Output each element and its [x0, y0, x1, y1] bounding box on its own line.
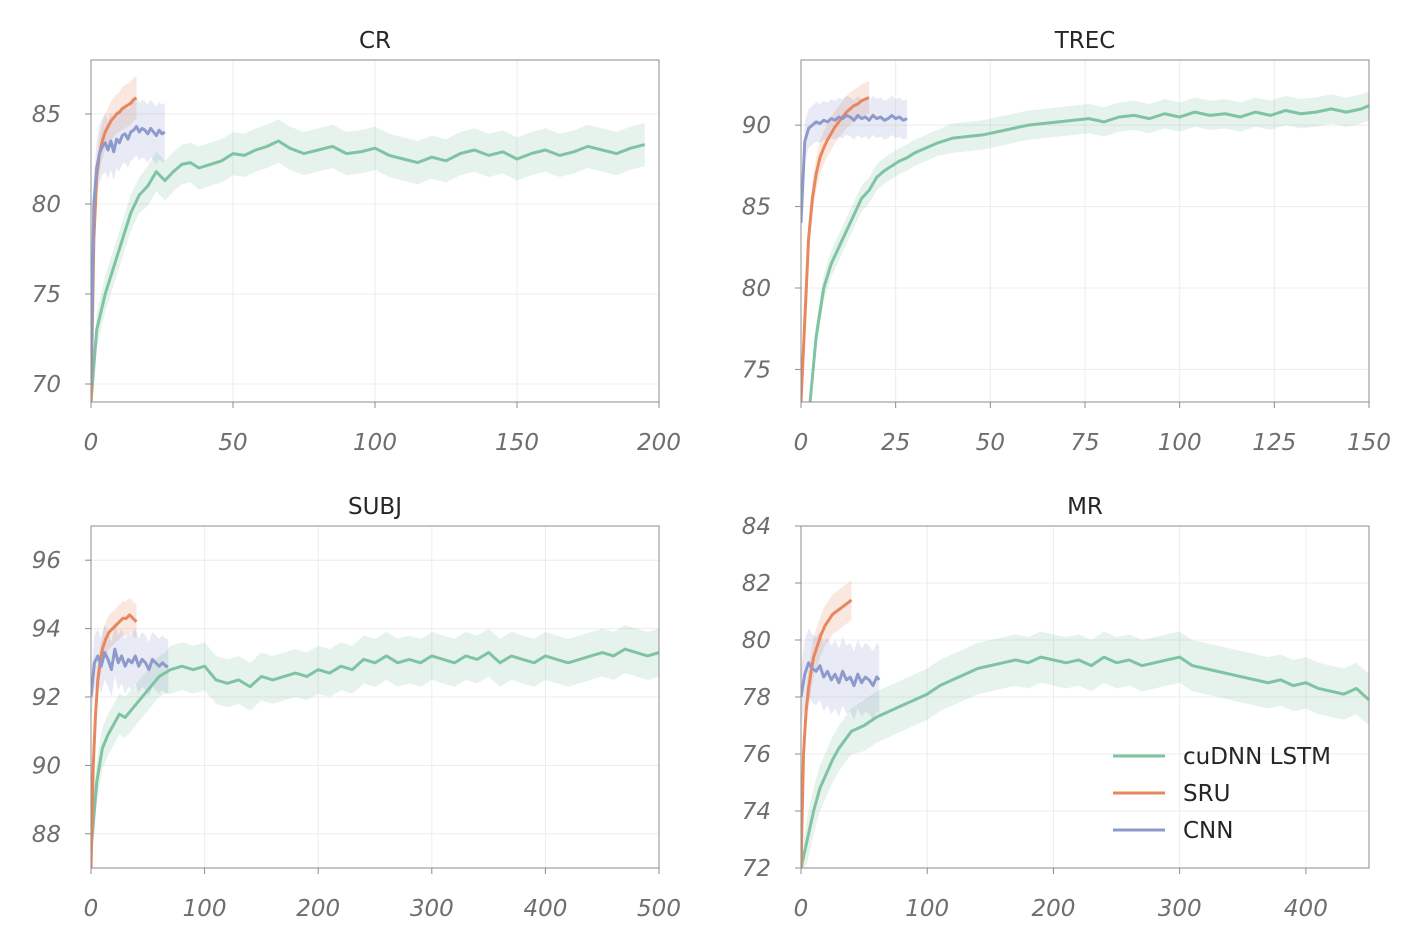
panel-title-cr: CR [359, 28, 391, 54]
x-tick-label: 300 [410, 896, 454, 922]
x-tick-label: 150 [1347, 430, 1391, 456]
series-line-cudnn-lstm [801, 655, 1369, 868]
band-cudnn-lstm [801, 631, 1369, 868]
panel-subj: SUBJ 0 100 200 300 400 500 88 90 92 94 96 [32, 494, 681, 922]
x-tick-label: 100 [1158, 430, 1202, 456]
x-tick-label: 100 [353, 430, 397, 456]
series-layer [91, 597, 659, 868]
series-layer [801, 580, 1369, 868]
x-tick-label: 200 [296, 896, 340, 922]
x-tick-label: 25 [881, 430, 910, 456]
band-cnn [801, 95, 908, 240]
series-layer [801, 81, 1369, 402]
y-tick-label: 74 [742, 799, 771, 825]
y-tick-label: 96 [32, 548, 61, 574]
x-tick-label: 400 [523, 896, 567, 922]
y-tick-label: 85 [32, 102, 61, 128]
x-tick-label: 400 [1284, 896, 1328, 922]
y-tick-label: 80 [742, 628, 771, 654]
y-tick-label: 88 [32, 822, 61, 848]
y-tick-label: 94 [32, 617, 61, 643]
series-line-cnn [91, 125, 166, 385]
x-tick-label: 50 [976, 430, 1005, 456]
y-tick-label: 75 [32, 282, 61, 308]
x-tick-label: 300 [1158, 896, 1202, 922]
panel-title-trec: TREC [1054, 28, 1116, 54]
y-tick-label: 90 [32, 753, 61, 779]
series-line-cnn [91, 647, 169, 698]
x-tick-label: 0 [84, 430, 99, 456]
panel-trec: TREC 0 25 50 75 100 125 150 75 80 85 90 [742, 28, 1391, 456]
panel-mr: MR 0 100 200 300 400 72 74 76 78 80 82 84 [742, 494, 1370, 922]
x-tick-label: 500 [637, 896, 681, 922]
band-sru [801, 580, 852, 868]
x-tick-label: 50 [218, 430, 247, 456]
plot-area-cr: 0 50 100 150 200 70 75 80 85 [32, 59, 681, 456]
band-cnn [91, 621, 169, 718]
series-line-cudnn-lstm [808, 104, 1369, 402]
y-tick-label: 92 [32, 685, 61, 711]
x-tick-label: 200 [637, 430, 681, 456]
y-tick-label: 84 [742, 514, 771, 540]
panel-title-mr: MR [1067, 494, 1103, 520]
series-line-cnn [801, 113, 908, 223]
band-cudnn-lstm [91, 625, 659, 865]
series-line-cnn [801, 661, 881, 698]
x-tick-label: 100 [183, 896, 227, 922]
legend-label-sru: SRU [1183, 781, 1230, 807]
panel-cr: CR 0 50 100 150 200 70 75 80 85 [32, 28, 681, 456]
series-line-cudnn-lstm [91, 647, 659, 852]
x-tick-label: 75 [1070, 430, 1099, 456]
y-tick-label: 85 [742, 195, 771, 221]
x-tick-label: 0 [84, 896, 99, 922]
y-tick-label: 72 [742, 856, 771, 882]
x-tick-label: 150 [495, 430, 539, 456]
series-line-sru [801, 96, 870, 402]
band-cudnn-lstm [91, 119, 645, 402]
band-cnn [91, 97, 165, 399]
y-tick-label: 80 [32, 192, 61, 218]
legend-label-cudnn-lstm: cuDNN LSTM [1183, 744, 1331, 770]
x-tick-label: 0 [794, 430, 809, 456]
series-line-sru [91, 613, 138, 868]
y-tick-label: 82 [742, 571, 771, 597]
y-tick-label: 78 [742, 685, 771, 711]
legend: cuDNN LSTM SRU CNN [1113, 744, 1331, 844]
series-line-cudnn-lstm [91, 139, 646, 402]
y-tick-label: 76 [742, 742, 771, 768]
y-tick-label: 75 [742, 357, 771, 383]
band-sru [91, 76, 137, 402]
x-tick-label: 125 [1252, 430, 1296, 456]
x-tick-label: 0 [794, 896, 809, 922]
y-tick-label: 70 [32, 372, 61, 398]
band-cudnn-lstm [808, 90, 1369, 402]
plot-area-subj: 0 100 200 300 400 500 88 90 92 94 96 [32, 525, 681, 922]
plot-area-trec: 0 25 50 75 100 125 150 75 80 85 90 [742, 59, 1391, 456]
series-line-sru [801, 598, 853, 868]
panel-title-subj: SUBJ [348, 494, 402, 520]
y-tick-label: 80 [742, 276, 771, 302]
legend-label-cnn: CNN [1183, 818, 1233, 844]
y-tick-label: 90 [742, 113, 771, 139]
x-tick-label: 100 [905, 896, 949, 922]
series-layer [91, 76, 646, 402]
plot-area-mr: 0 100 200 300 400 72 74 76 78 80 82 84 [742, 514, 1370, 922]
x-tick-label: 200 [1031, 896, 1075, 922]
